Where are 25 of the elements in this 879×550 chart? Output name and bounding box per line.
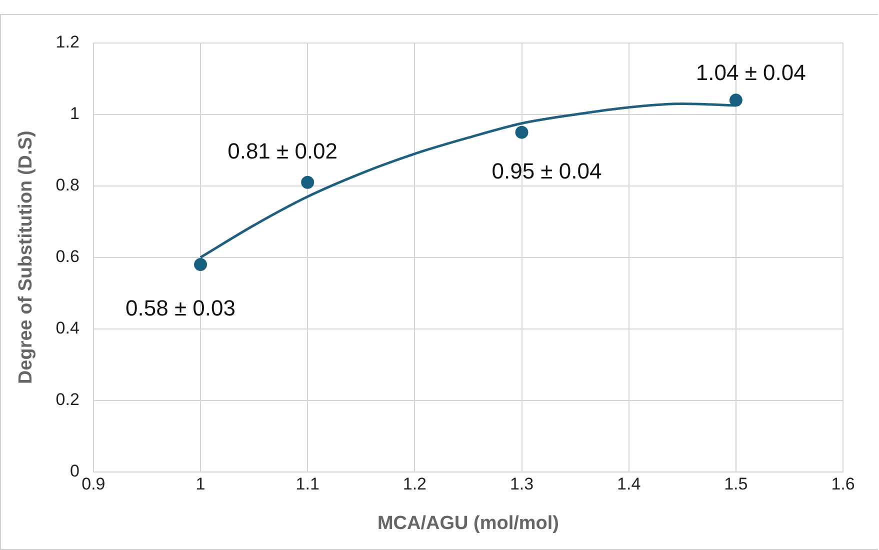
- x-tick-label: 1.6: [831, 474, 855, 494]
- point: [729, 94, 742, 107]
- annotation: 0.58 ± 0.03: [126, 296, 236, 321]
- y-axis-title: Degree of Substitution (D.S): [16, 130, 37, 384]
- y-tick-label: 1: [70, 104, 80, 124]
- x-tick-label: 1.5: [724, 474, 748, 494]
- x-tick-label: 1.3: [510, 474, 534, 494]
- x-tick-label: 1: [196, 474, 206, 494]
- y-tick-label: 0.2: [56, 390, 80, 410]
- x-tick-label: 1.2: [402, 474, 426, 494]
- y-tick-label: 1.2: [56, 32, 80, 52]
- y-tick-label: 0.8: [56, 176, 80, 195]
- annotation: 1.04 ± 0.04: [696, 60, 806, 86]
- y-tick-label: 0.6: [56, 247, 80, 266]
- x-axis-title: MCA/AGU (mol/mol): [377, 512, 559, 534]
- point: [301, 176, 314, 189]
- annotation: 0.95 ± 0.04: [492, 158, 602, 184]
- annotation: 0.81 ± 0.02: [228, 138, 338, 164]
- x-tick-label: 0.9: [82, 474, 106, 494]
- y-tick-label: 0.4: [56, 318, 80, 338]
- y-tick-label: 0: [70, 461, 80, 480]
- point: [515, 126, 528, 139]
- point: [194, 258, 208, 272]
- x-tick-label: 1.4: [617, 474, 641, 494]
- x-tick-label: 1.1: [296, 474, 320, 494]
